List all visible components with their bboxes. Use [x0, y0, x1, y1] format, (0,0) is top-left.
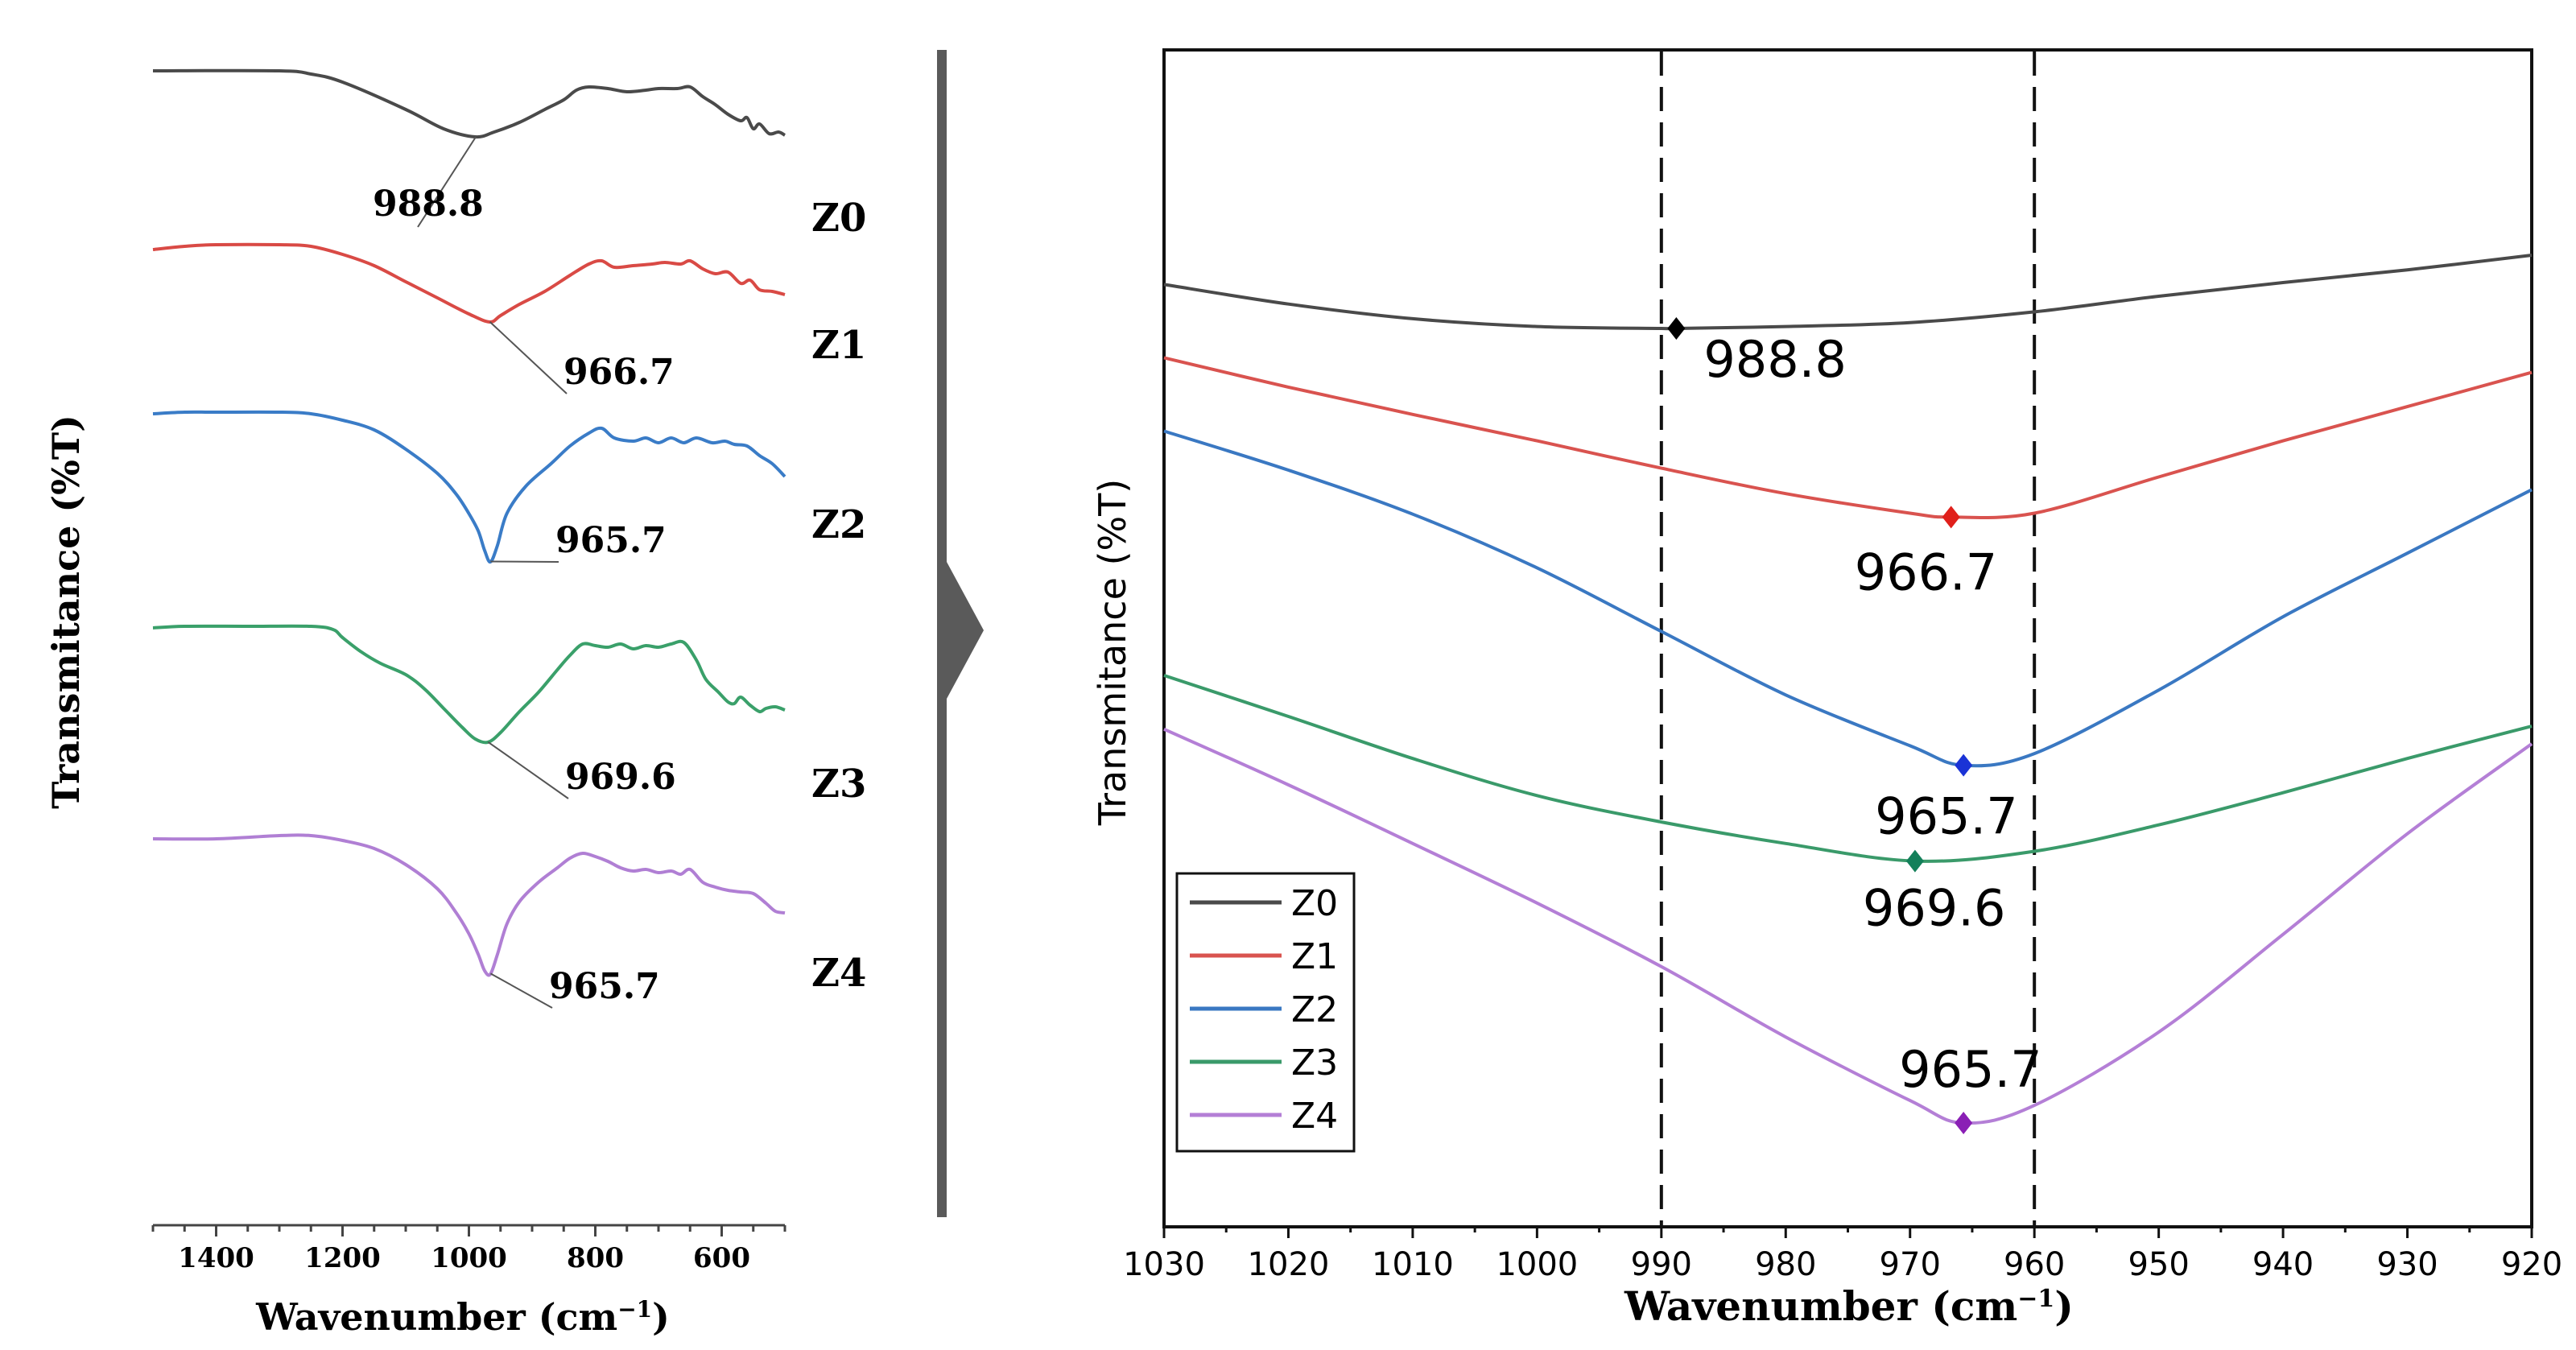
left-series-label: Z1	[811, 323, 866, 368]
left-peak-label: 966.7	[564, 352, 675, 393]
peak-marker	[1667, 317, 1686, 341]
right-x-tick-label: 950	[2128, 1246, 2189, 1283]
right-x-tick-label: 980	[1755, 1246, 1816, 1283]
left-peak-label: 969.6	[565, 757, 676, 798]
right-series-line-z3	[1163, 674, 2533, 863]
right-dashed-lines	[1659, 52, 2037, 1225]
right-peak-label: 965.7	[1899, 1040, 2042, 1099]
left-peak-leader	[489, 321, 568, 394]
left-series-label: Z4	[811, 951, 866, 996]
left-series-line-z0	[152, 68, 786, 139]
legend: Z0 Z1 Z2 Z3 Z4	[1175, 872, 1356, 1153]
left-peak-label: 988.8	[373, 184, 484, 225]
peak-marker	[1905, 849, 1924, 873]
right-peak-markers: 988.8 966.7 965.7 969.6 965.7	[1667, 317, 2042, 1134]
right-x-axis-label: Wavenumber (cm−1)	[1624, 1282, 2074, 1330]
legend-label: Z4	[1291, 1096, 1338, 1137]
left-x-axis-label: Wavenumber (cm−1)	[255, 1295, 670, 1339]
left-x-tick-label: 1200	[304, 1242, 381, 1274]
left-y-axis-label: Transmitance (%T)	[44, 415, 88, 809]
peak-marker	[1955, 753, 1973, 777]
legend-box	[1175, 872, 1356, 1153]
right-x-tick-label: 1010	[1372, 1246, 1454, 1283]
peak-marker	[1942, 506, 1960, 529]
right-series-line-z2	[1163, 429, 2533, 768]
left-x-tick-label: 1000	[431, 1242, 507, 1274]
right-series-line-z0	[1163, 254, 2533, 331]
left-x-ticks: 1400 1200 1000 800 600	[151, 1225, 786, 1274]
left-panel: 1400 1200 1000 800 600 988.8 Z0 966.7 Z1 965.7 Z2…	[44, 68, 866, 1339]
separator-bar	[937, 50, 947, 1217]
left-x-tick-label: 600	[693, 1242, 750, 1274]
left-series-group	[152, 68, 786, 977]
left-series-line-z4	[152, 833, 786, 977]
left-peak-label: 965.7	[555, 520, 667, 561]
right-y-axis-label: Transmitance (%T)	[1091, 479, 1134, 826]
legend-label: Z1	[1291, 936, 1338, 977]
left-peak-leader	[487, 741, 569, 799]
arrow-icon	[947, 562, 984, 699]
legend-label: Z3	[1291, 1042, 1338, 1084]
left-series-line-z3	[152, 624, 786, 745]
right-series-group	[1163, 254, 2533, 1125]
left-series-label: Z0	[811, 196, 866, 241]
left-series-label: Z3	[811, 762, 866, 807]
right-x-tick-label: 960	[2004, 1246, 2065, 1283]
right-peak-label: 988.8	[1703, 330, 1847, 389]
left-series-label: Z2	[811, 502, 866, 547]
left-x-tick-label: 1400	[178, 1242, 254, 1274]
right-x-tick-label: 990	[1631, 1246, 1692, 1283]
left-annotations: 988.8 Z0 966.7 Z1 965.7 Z2 969.6 Z3 965.7 Z4	[373, 136, 866, 1009]
legend-label: Z2	[1291, 989, 1338, 1030]
panel-separator	[937, 50, 984, 1217]
right-peak-label: 966.7	[1855, 543, 1998, 601]
left-peak-leader	[490, 560, 559, 563]
right-x-tick-label: 940	[2252, 1246, 2314, 1283]
right-x-tick-label: 1000	[1496, 1246, 1578, 1283]
left-peak-label: 965.7	[549, 966, 660, 1007]
peak-marker	[1955, 1112, 1973, 1134]
right-peak-label: 965.7	[1875, 787, 2018, 846]
right-x-tick-label: 930	[2376, 1246, 2438, 1283]
left-x-tick-label: 800	[567, 1242, 624, 1274]
left-peak-leader	[489, 972, 553, 1009]
left-series-line-z2	[152, 410, 786, 564]
right-series-line-z4	[1163, 727, 2533, 1125]
right-x-tick-label: 1020	[1248, 1246, 1330, 1283]
left-peak-leader	[417, 136, 477, 228]
left-series-line-z1	[152, 242, 786, 324]
right-peak-label: 969.6	[1863, 879, 2006, 938]
right-series-line-z1	[1163, 356, 2533, 520]
right-x-ticks: 1030 1020 1010 1000 990 980 970 960 950 940 930 920	[1123, 1225, 2562, 1283]
right-plot-frame	[1162, 48, 2533, 1228]
right-x-tick-label: 970	[1880, 1246, 1941, 1283]
legend-label: Z0	[1291, 883, 1338, 924]
right-x-tick-label: 1030	[1123, 1246, 1205, 1283]
right-x-tick-label: 920	[2501, 1246, 2562, 1283]
